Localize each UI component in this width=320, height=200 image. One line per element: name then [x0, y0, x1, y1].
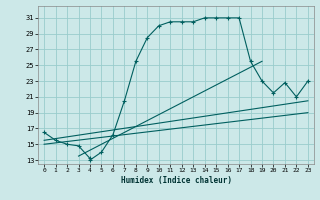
X-axis label: Humidex (Indice chaleur): Humidex (Indice chaleur): [121, 176, 231, 185]
